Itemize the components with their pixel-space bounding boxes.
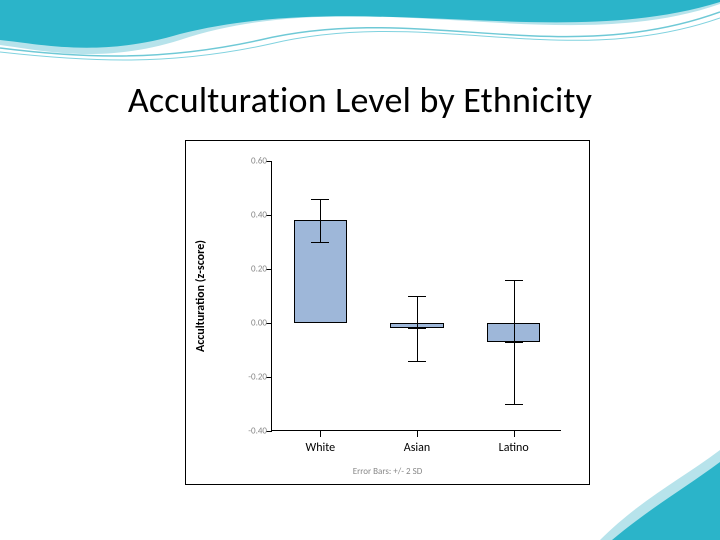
error-cap (505, 280, 523, 281)
error-cap (408, 361, 426, 362)
x-label-white: White (306, 441, 336, 455)
chart-frame: Acculturation (z-score) -0.40-0.200.000.… (185, 140, 590, 485)
x-tick (417, 431, 418, 437)
y-axis-label-text: Acculturation (z-score) (194, 240, 208, 352)
axis-area: -0.40-0.200.000.200.400.60WhiteAsianLati… (271, 161, 561, 431)
y-tick-label: 0.60 (237, 156, 267, 167)
slide-title: Acculturation Level by Ethnicity (0, 78, 720, 122)
mean-tick (408, 328, 426, 329)
y-tick-label: 0.00 (237, 318, 267, 329)
x-label-asian: Asian (404, 441, 430, 455)
x-label-latino: Latino (499, 441, 529, 455)
error-bar-note: Error Bars: +/- 2 SD (186, 466, 589, 477)
header-wave (0, 0, 720, 70)
y-tick-label: 0.40 (237, 210, 267, 221)
mean-tick (505, 342, 523, 343)
error-cap (311, 199, 329, 200)
x-tick (320, 431, 321, 437)
y-tick-label: -0.40 (237, 426, 267, 437)
corner-accent (600, 450, 720, 540)
y-tick-label: 0.20 (237, 264, 267, 275)
mean-tick (311, 220, 329, 221)
y-axis-label: Acculturation (z-score) (192, 161, 210, 431)
error-cap (408, 296, 426, 297)
error-cap (505, 404, 523, 405)
y-tick-label: -0.20 (237, 372, 267, 383)
error-cap (311, 242, 329, 243)
x-tick (514, 431, 515, 437)
